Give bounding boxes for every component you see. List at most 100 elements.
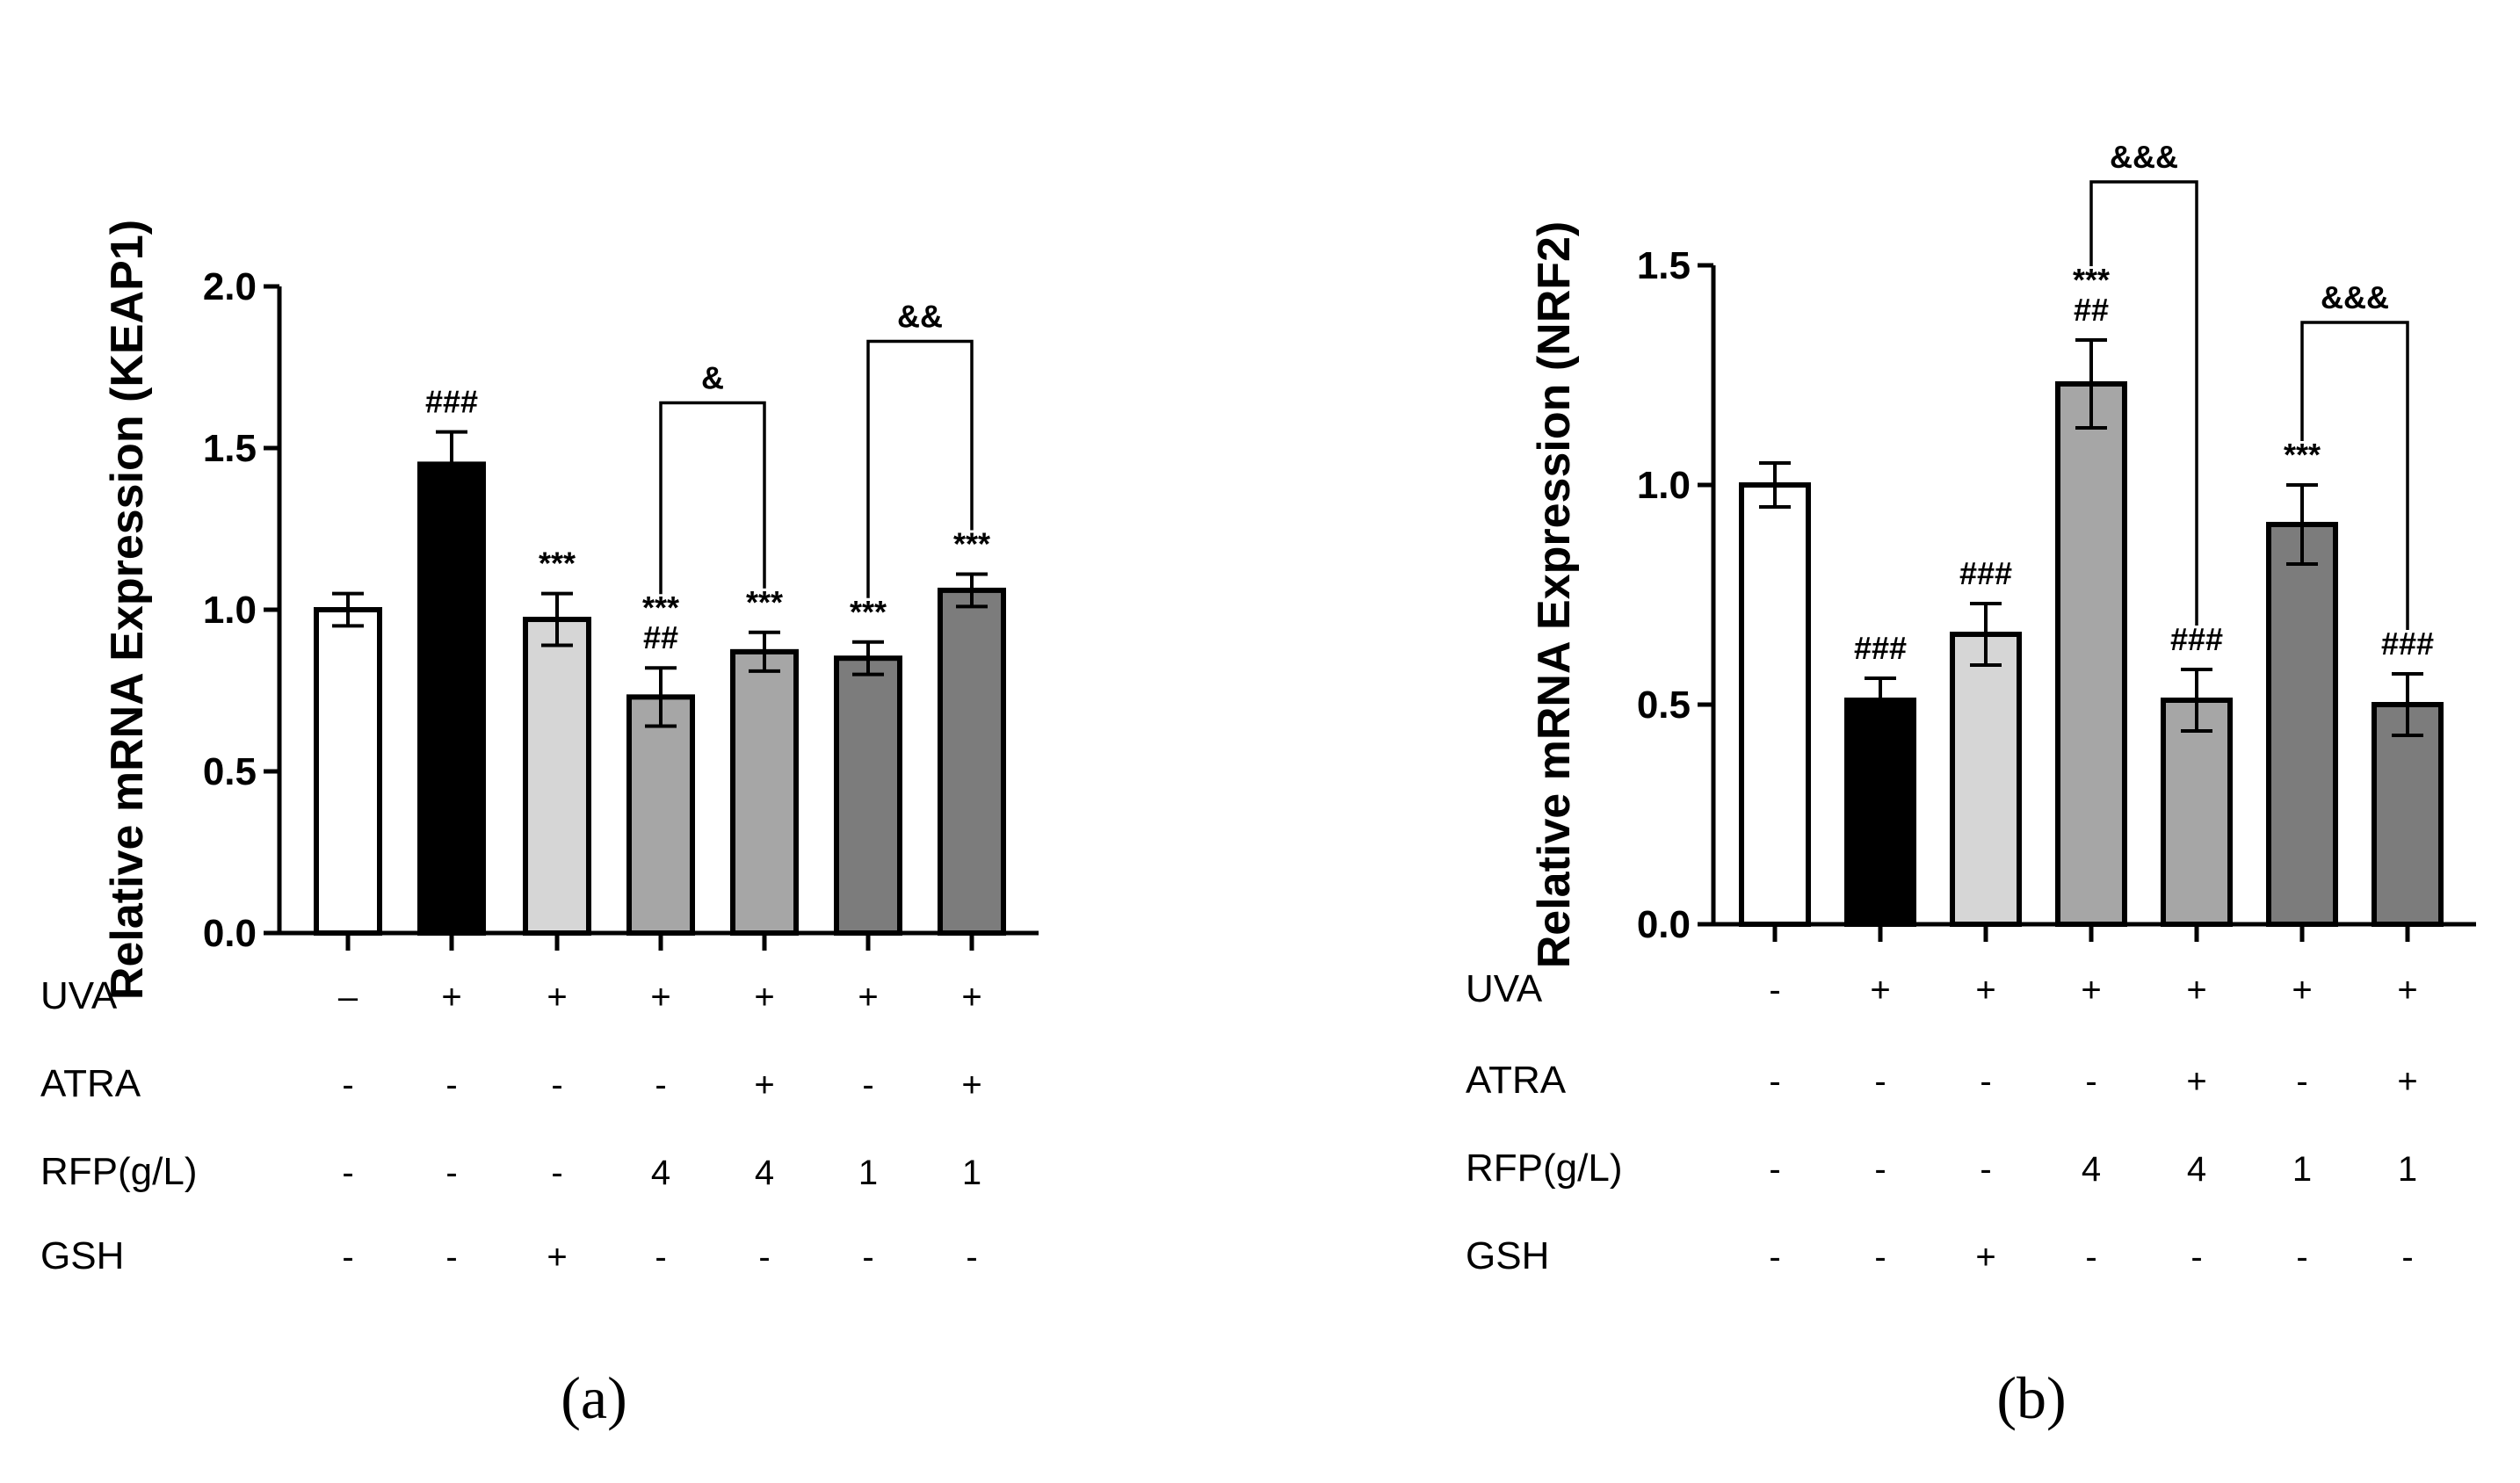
y-tick-label: 0.5	[1637, 684, 1691, 727]
y-tick-label: 1.5	[1637, 244, 1691, 287]
bar	[314, 607, 382, 936]
condition-cell: -	[1980, 1150, 1991, 1189]
condition-cell: -	[342, 1238, 353, 1277]
condition-cell: -	[862, 1066, 873, 1104]
significance-label: ##	[2074, 292, 2109, 328]
significance-label: ***	[2284, 437, 2321, 473]
condition-cell: 4	[2187, 1150, 2206, 1189]
condition-cell: -	[1769, 1150, 1780, 1189]
condition-cell: -	[342, 1154, 353, 1192]
condition-cell: -	[966, 1238, 977, 1277]
condition-cell: -	[2085, 1062, 2096, 1101]
condition-cell: +	[2186, 1062, 2206, 1101]
condition-cell: 1	[962, 1154, 981, 1192]
condition-cell: +	[2292, 971, 2312, 1009]
comparison-bracket	[2089, 180, 2198, 626]
significance-label: ***	[746, 584, 783, 620]
condition-cell: +	[547, 978, 567, 1016]
bar	[2161, 698, 2233, 927]
condition-cell: -	[445, 1154, 457, 1192]
bracket-label: &&&	[2321, 279, 2389, 315]
y-tick-label: 1.0	[1637, 464, 1691, 507]
condition-cell: -	[758, 1238, 770, 1277]
condition-cell: 1	[2292, 1150, 2312, 1189]
condition-cell: –	[338, 978, 358, 1016]
y-axis-title: Relative mRNA Expression (NRF2)	[1529, 221, 1580, 969]
condition-row-label: UVA	[40, 974, 118, 1017]
condition-cell: +	[2397, 971, 2417, 1009]
condition-cell: +	[650, 978, 670, 1016]
y-tick-label: 2.0	[203, 265, 257, 308]
condition-cell: -	[2296, 1238, 2307, 1277]
significance-label: ###	[1854, 630, 1907, 666]
condition-cell: +	[1870, 971, 1890, 1009]
bar	[938, 587, 1006, 936]
condition-cell: -	[1980, 1062, 1991, 1101]
condition-cell: 1	[2398, 1150, 2417, 1189]
y-tick-label: 0.0	[203, 912, 257, 955]
bar	[730, 648, 799, 937]
condition-cell: -	[1769, 1062, 1780, 1101]
comparison-bracket	[866, 339, 974, 598]
significance-label: ***	[850, 594, 887, 630]
y-tick-label: 0.0	[1637, 903, 1691, 946]
condition-row-label: GSH	[40, 1234, 124, 1277]
condition-cell: -	[551, 1066, 562, 1104]
condition-cell: +	[961, 1066, 981, 1104]
condition-cell: -	[445, 1238, 457, 1277]
condition-cell: 1	[858, 1154, 878, 1192]
y-axis-title: Relative mRNA Expression (KEAP1)	[102, 220, 153, 1000]
bracket-label: &&	[897, 299, 943, 335]
condition-row-label: GSH	[1466, 1234, 1549, 1277]
bar	[523, 617, 591, 936]
condition-cell: +	[858, 978, 878, 1016]
condition-cell: +	[1975, 971, 1995, 1009]
condition-cell: -	[1874, 1238, 1886, 1277]
condition-cell: +	[547, 1238, 567, 1277]
comparison-bracket	[659, 401, 766, 595]
significance-label: ***	[539, 546, 576, 582]
condition-cell: -	[655, 1238, 666, 1277]
panel-a-keap1-chart: 0.0 0.5 1.0 1.5 2.0 Relative mRNA Expression …	[40, 220, 1039, 1431]
condition-row-label: RFP(g/L)	[40, 1150, 197, 1193]
bar	[417, 461, 486, 936]
condition-cell: +	[2186, 971, 2206, 1009]
condition-row-label: ATRA	[40, 1062, 141, 1105]
y-tick-label: 1.0	[203, 589, 257, 632]
significance-label: ###	[1959, 555, 2012, 591]
y-tick-label: 1.5	[203, 427, 257, 470]
condition-cell: +	[2397, 1062, 2417, 1101]
bar	[2266, 522, 2338, 927]
condition-cell: 4	[651, 1154, 670, 1192]
bar	[1739, 482, 1811, 927]
condition-row-label: UVA	[1466, 967, 1543, 1010]
condition-cell: 4	[755, 1154, 774, 1192]
y-tick-label: 0.5	[203, 750, 257, 793]
condition-row-label: ATRA	[1466, 1059, 1567, 1102]
condition-cell: -	[342, 1066, 353, 1104]
significance-label: ###	[425, 384, 478, 420]
significance-label: ###	[2170, 621, 2223, 657]
significance-label: ##	[643, 619, 678, 655]
significance-label: ***	[642, 590, 679, 626]
condition-cell: -	[445, 1066, 457, 1104]
bracket-label: &&&	[2110, 139, 2178, 175]
condition-cell: -	[551, 1154, 562, 1192]
significance-label: ***	[2073, 262, 2110, 298]
significance-label: ###	[2381, 626, 2434, 662]
condition-cell: -	[1874, 1062, 1886, 1101]
condition-cell: -	[1769, 1238, 1780, 1277]
significance-label: ***	[953, 526, 990, 562]
condition-cell: 4	[2082, 1150, 2101, 1189]
condition-cell: +	[961, 978, 981, 1016]
bar	[2372, 702, 2444, 927]
condition-cell: +	[1975, 1238, 1995, 1277]
condition-cell: -	[2401, 1238, 2413, 1277]
condition-cell: +	[754, 1066, 774, 1104]
condition-cell: -	[2296, 1062, 2307, 1101]
condition-cell: -	[2085, 1238, 2096, 1277]
condition-row-label: RFP(g/L)	[1466, 1147, 1622, 1190]
panel-label: (b)	[1996, 1364, 2066, 1431]
condition-cell: -	[2191, 1238, 2202, 1277]
panel-label: (a)	[561, 1364, 626, 1431]
